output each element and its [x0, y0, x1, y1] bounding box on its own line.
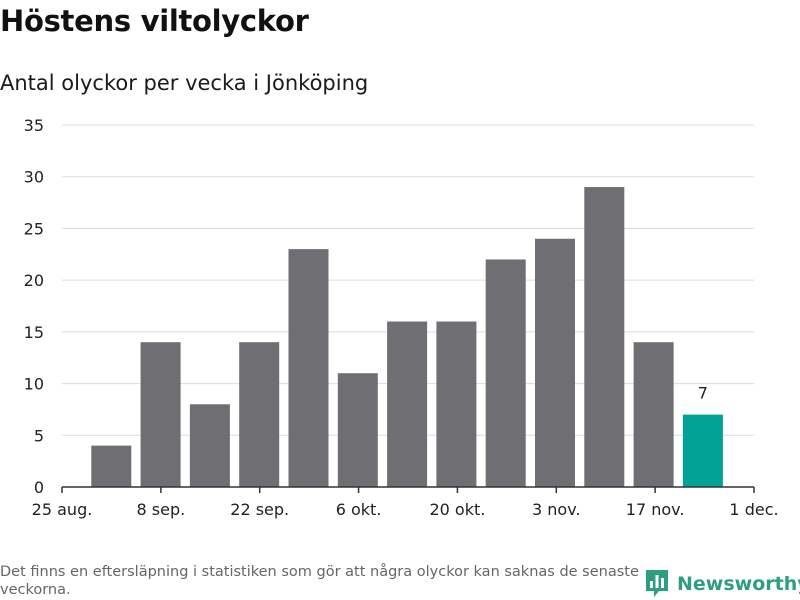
bar-chart-logo-icon — [646, 570, 668, 597]
brand-logo: Newsworthy — [644, 569, 800, 599]
x-tick-label: 25 aug. — [32, 500, 93, 519]
y-tick-label: 30 — [24, 168, 44, 187]
bar — [288, 249, 329, 487]
data-label: 7 — [698, 384, 708, 403]
x-tick-label: 3 nov. — [532, 500, 581, 519]
bar — [633, 342, 674, 487]
bar — [485, 259, 526, 487]
bar — [387, 321, 428, 487]
bar-chart: 0 5 10 15 20 25 30 35 7 25 aug. 8 sep. 22 sep. 6 okt… — [24, 116, 779, 519]
y-tick-label: 35 — [24, 116, 44, 135]
x-tick-label: 8 sep. — [137, 500, 186, 519]
x-tick-label: 22 sep. — [230, 500, 289, 519]
bar — [140, 342, 181, 487]
y-tick-label: 0 — [34, 478, 44, 497]
bar — [436, 321, 477, 487]
bar — [91, 445, 132, 487]
bar — [239, 342, 280, 487]
y-tick-label: 20 — [24, 271, 44, 290]
footnote: Det finns en eftersläpning i statistiken… — [0, 564, 639, 598]
y-tick-label: 5 — [34, 426, 44, 445]
bar — [337, 373, 378, 487]
chart-subtitle: Antal olyckor per vecka i Jönköping — [0, 71, 369, 95]
y-tick-label: 10 — [24, 375, 44, 394]
x-tick-label: 1 dec. — [729, 500, 778, 519]
x-tick-label: 17 nov. — [626, 500, 685, 519]
bar — [584, 187, 625, 488]
x-tick-label: 6 okt. — [336, 500, 382, 519]
y-tick-label: 15 — [24, 323, 44, 342]
x-tick-label: 20 okt. — [429, 500, 485, 519]
bar — [682, 414, 723, 487]
bar — [189, 404, 230, 487]
bar — [535, 238, 575, 487]
brand-name: Newsworthy — [677, 573, 800, 595]
y-tick-label: 25 — [24, 219, 44, 238]
chart-title: Höstens viltolyckor — [0, 4, 309, 38]
